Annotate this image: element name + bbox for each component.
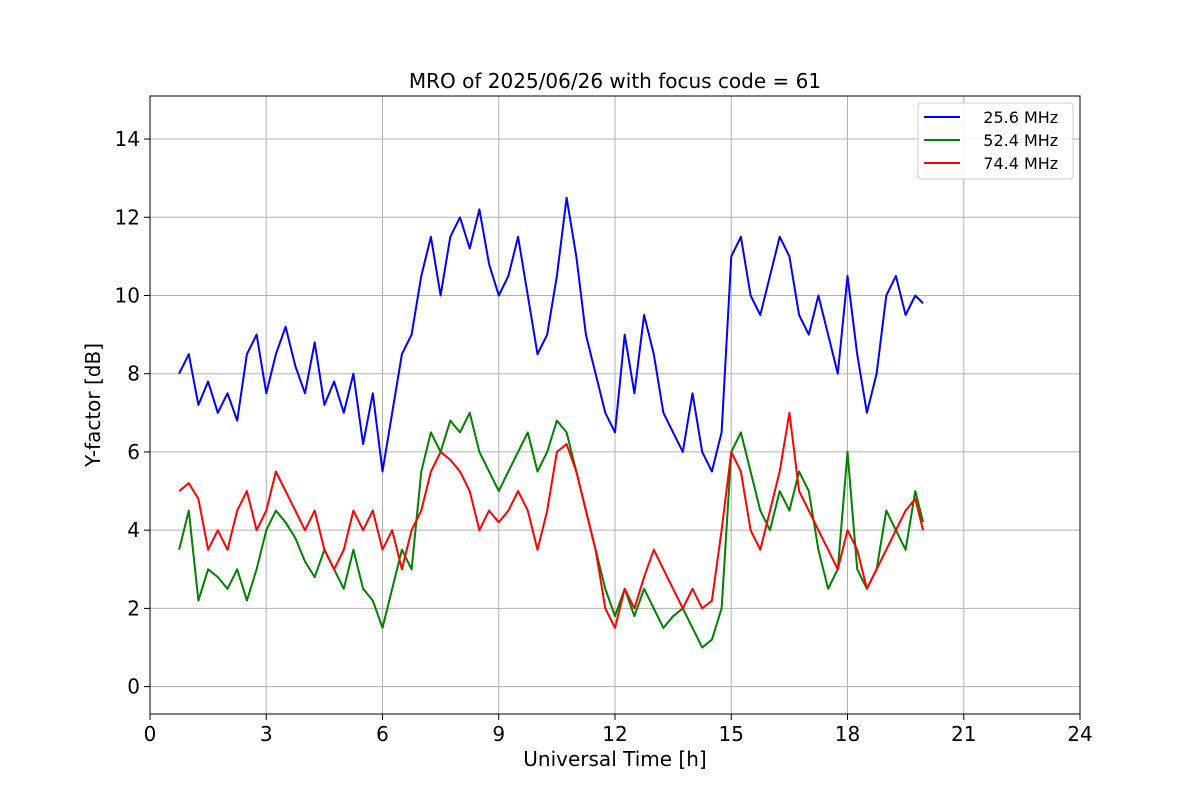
y-tick-label: 12 xyxy=(115,205,140,229)
legend: 25.6 MHz 52.4 MHz 74.4 MHz xyxy=(917,102,1074,180)
y-tick-label: 10 xyxy=(115,283,140,307)
x-tick-label: 12 xyxy=(602,722,627,746)
x-tick-label: 15 xyxy=(719,722,744,746)
x-tick-label: 24 xyxy=(1067,722,1092,746)
y-tick-label: 8 xyxy=(127,362,140,386)
x-tick-label: 6 xyxy=(376,722,389,746)
series-line-1 xyxy=(178,196,924,473)
x-axis: 0 3 6 9 12 15 18 21 24 xyxy=(144,714,1093,746)
legend-label-2: 52.4 MHz xyxy=(968,131,1058,150)
y-tick-label: 2 xyxy=(127,596,140,620)
y-tick-label: 14 xyxy=(115,127,140,151)
x-tick-label: 18 xyxy=(835,722,860,746)
y-tick-label: 0 xyxy=(127,675,140,699)
series-layer xyxy=(178,196,925,649)
y-axis-label: Y-factor [dB] xyxy=(81,343,105,468)
x-axis-label: Universal Time [h] xyxy=(523,747,706,771)
y-axis: 0 2 4 6 8 10 12 14 xyxy=(115,127,150,699)
legend-label-3: 74.4 MHz xyxy=(968,154,1058,173)
chart-title: MRO of 2025/06/26 with focus code = 61 xyxy=(409,69,821,93)
x-tick-label: 9 xyxy=(492,722,505,746)
x-tick-label: 21 xyxy=(951,722,976,746)
series-line-2 xyxy=(178,411,925,649)
y-tick-label: 4 xyxy=(127,518,140,542)
series-line-3 xyxy=(178,411,925,629)
legend-label-1: 25.6 MHz xyxy=(968,108,1058,127)
x-tick-label: 0 xyxy=(144,722,157,746)
legend-box xyxy=(917,102,1074,180)
y-tick-label: 6 xyxy=(127,440,140,464)
x-tick-label: 3 xyxy=(260,722,273,746)
